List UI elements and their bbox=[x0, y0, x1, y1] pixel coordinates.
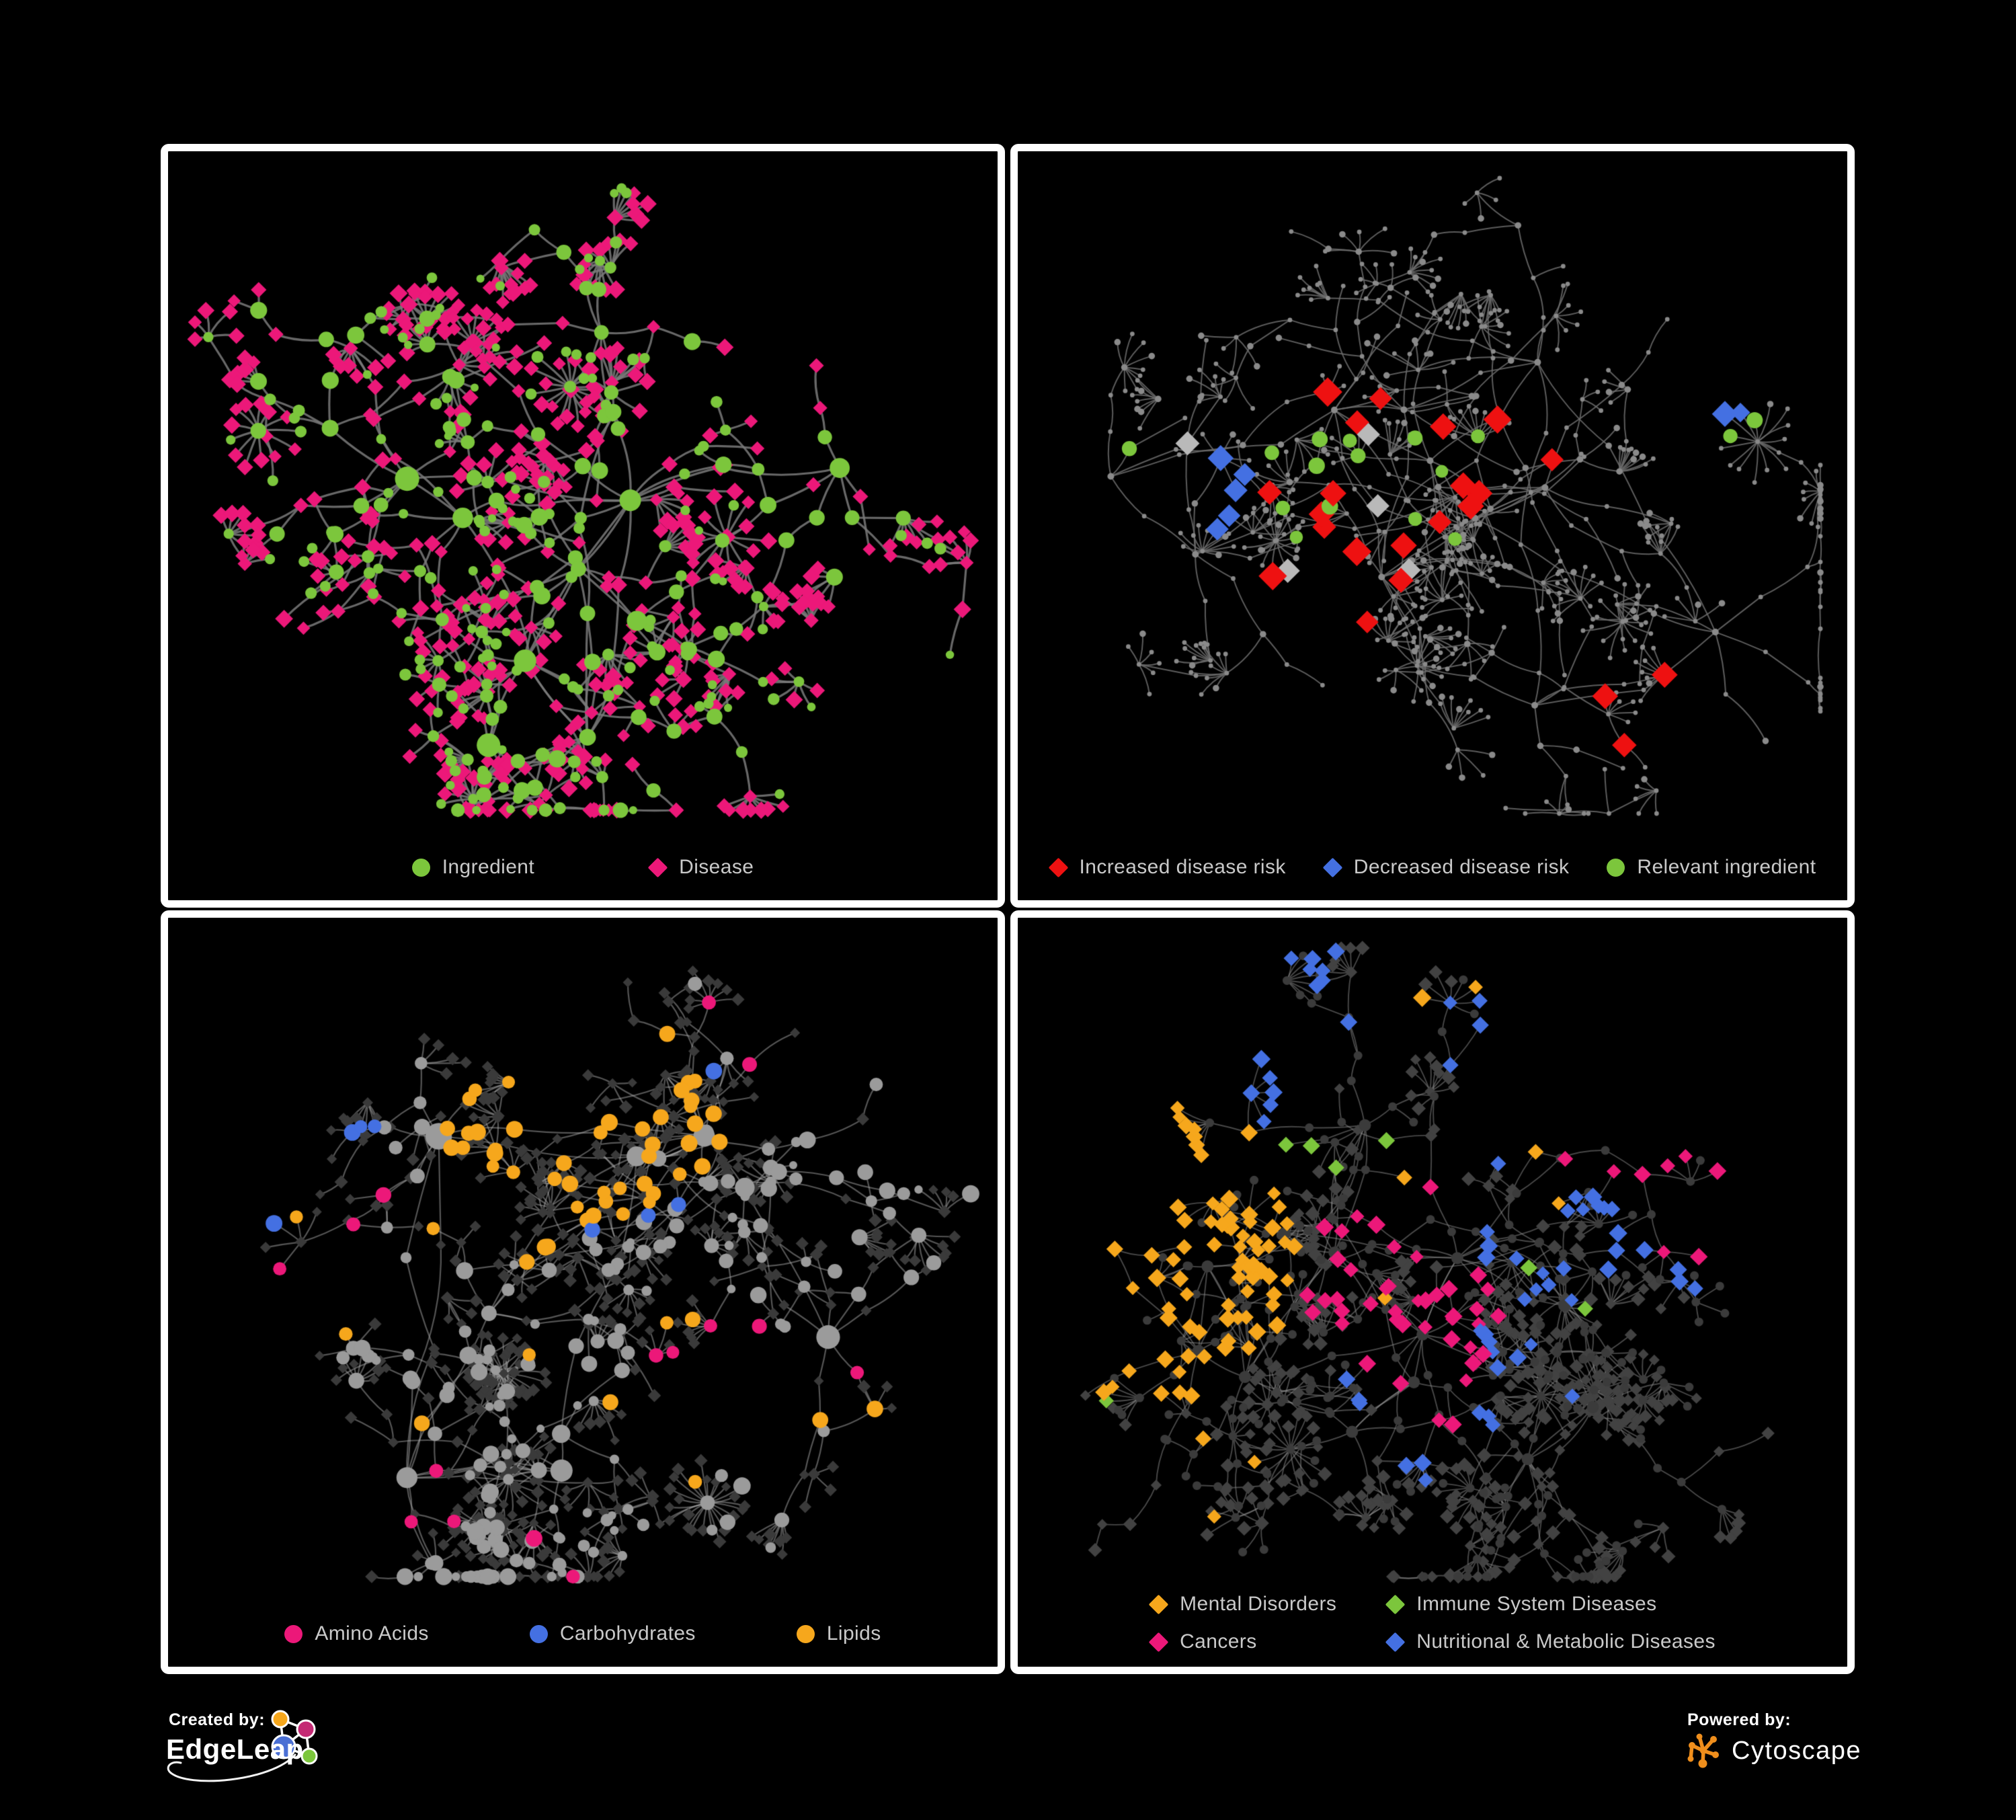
powered-cytoscape: Powered by: bbox=[1685, 1710, 2007, 1798]
cytoscape-logo-icon bbox=[1687, 1733, 1719, 1768]
panel-disease-categories: Mental Disorders Immune System Diseases Ca… bbox=[1010, 910, 1855, 1674]
legend-marker-diamond bbox=[1048, 857, 1068, 877]
legend-label: Amino Acids bbox=[315, 1622, 429, 1645]
created-by-label: Created by: bbox=[169, 1710, 266, 1729]
legend-marker-diamond bbox=[647, 857, 668, 877]
legend-label: Decreased disease risk bbox=[1353, 856, 1570, 878]
edgeleap-wordmark: EdgeLeap bbox=[166, 1733, 304, 1765]
legend-label: Immune System Diseases bbox=[1416, 1593, 1657, 1615]
legend-label: Carbohydrates bbox=[559, 1622, 696, 1645]
legend-item-increased-disease-risk: Increased disease risk bbox=[1048, 856, 1286, 879]
legend-item-disease: Disease bbox=[647, 856, 754, 879]
legend-disease-categories: Mental Disorders Immune System Diseases Ca… bbox=[1018, 1593, 1847, 1653]
legend-item-relevant-ingredient: Relevant ingredient bbox=[1607, 856, 1816, 879]
panel-disease-risk: Increased disease risk Decreased disease … bbox=[1010, 144, 1855, 908]
legend-label: Ingredient bbox=[442, 856, 535, 878]
legend-marker-circle bbox=[529, 1624, 548, 1643]
edgeleap-logo-icon bbox=[167, 1710, 318, 1782]
legend-item-cancers: Cancers bbox=[1148, 1630, 1336, 1653]
panel-nutrient-classes: Amino Acids Carbohydrates Lipids bbox=[161, 910, 1005, 1674]
network-canvas-disease-risk bbox=[1018, 151, 1847, 900]
legend-marker-diamond bbox=[1322, 857, 1343, 877]
legend-item-carbohydrates: Carbohydrates bbox=[529, 1622, 696, 1645]
legend-label: Lipids bbox=[826, 1622, 881, 1645]
credit-edgeleap: Created by: EdgeLeap bbox=[163, 1706, 378, 1801]
legend-marker-diamond bbox=[1385, 1632, 1406, 1652]
legend-label: Increased disease risk bbox=[1079, 856, 1286, 878]
network-canvas-ingredient-disease bbox=[168, 151, 998, 900]
legend-item-immune-system-diseases: Immune System Diseases bbox=[1385, 1593, 1716, 1616]
legend-marker-circle bbox=[284, 1624, 303, 1643]
legend-item-nutritional-metabolic-diseases: Nutritional & Metabolic Diseases bbox=[1385, 1630, 1716, 1653]
legend-disease-risk: Increased disease risk Decreased disease … bbox=[1018, 856, 1847, 879]
legend-item-decreased-disease-risk: Decreased disease risk bbox=[1322, 856, 1570, 879]
legend-label: Cancers bbox=[1180, 1630, 1257, 1653]
legend-item-amino-acids: Amino Acids bbox=[284, 1622, 428, 1645]
legend-marker-diamond bbox=[1148, 1594, 1169, 1614]
legend-marker-diamond bbox=[1385, 1594, 1406, 1614]
legend-ingredient-disease: Ingredient Disease bbox=[168, 856, 998, 879]
legend-marker-circle bbox=[1607, 858, 1625, 877]
legend-marker-circle bbox=[796, 1624, 815, 1643]
network-canvas-nutrient-classes bbox=[168, 918, 998, 1667]
legend-item-mental-disorders: Mental Disorders bbox=[1148, 1593, 1337, 1616]
legend-nutrient-classes: Amino Acids Carbohydrates Lipids bbox=[168, 1622, 998, 1645]
cytoscape-wordmark: Cytoscape bbox=[1732, 1736, 1862, 1765]
legend-marker-circle bbox=[411, 858, 430, 877]
legend-label: Disease bbox=[679, 856, 754, 878]
legend-item-ingredient: Ingredient bbox=[411, 856, 535, 879]
network-canvas-disease-categories bbox=[1018, 918, 1847, 1667]
legend-marker-diamond bbox=[1148, 1632, 1169, 1652]
powered-by-label: Powered by: bbox=[1687, 1710, 1791, 1729]
panel-ingredient-disease: Ingredient Disease bbox=[161, 144, 1005, 908]
legend-label: Mental Disorders bbox=[1180, 1593, 1337, 1615]
legend-label: Relevant ingredient bbox=[1637, 856, 1816, 878]
legend-label: Nutritional & Metabolic Diseases bbox=[1416, 1630, 1716, 1653]
legend-item-lipids: Lipids bbox=[796, 1622, 881, 1645]
